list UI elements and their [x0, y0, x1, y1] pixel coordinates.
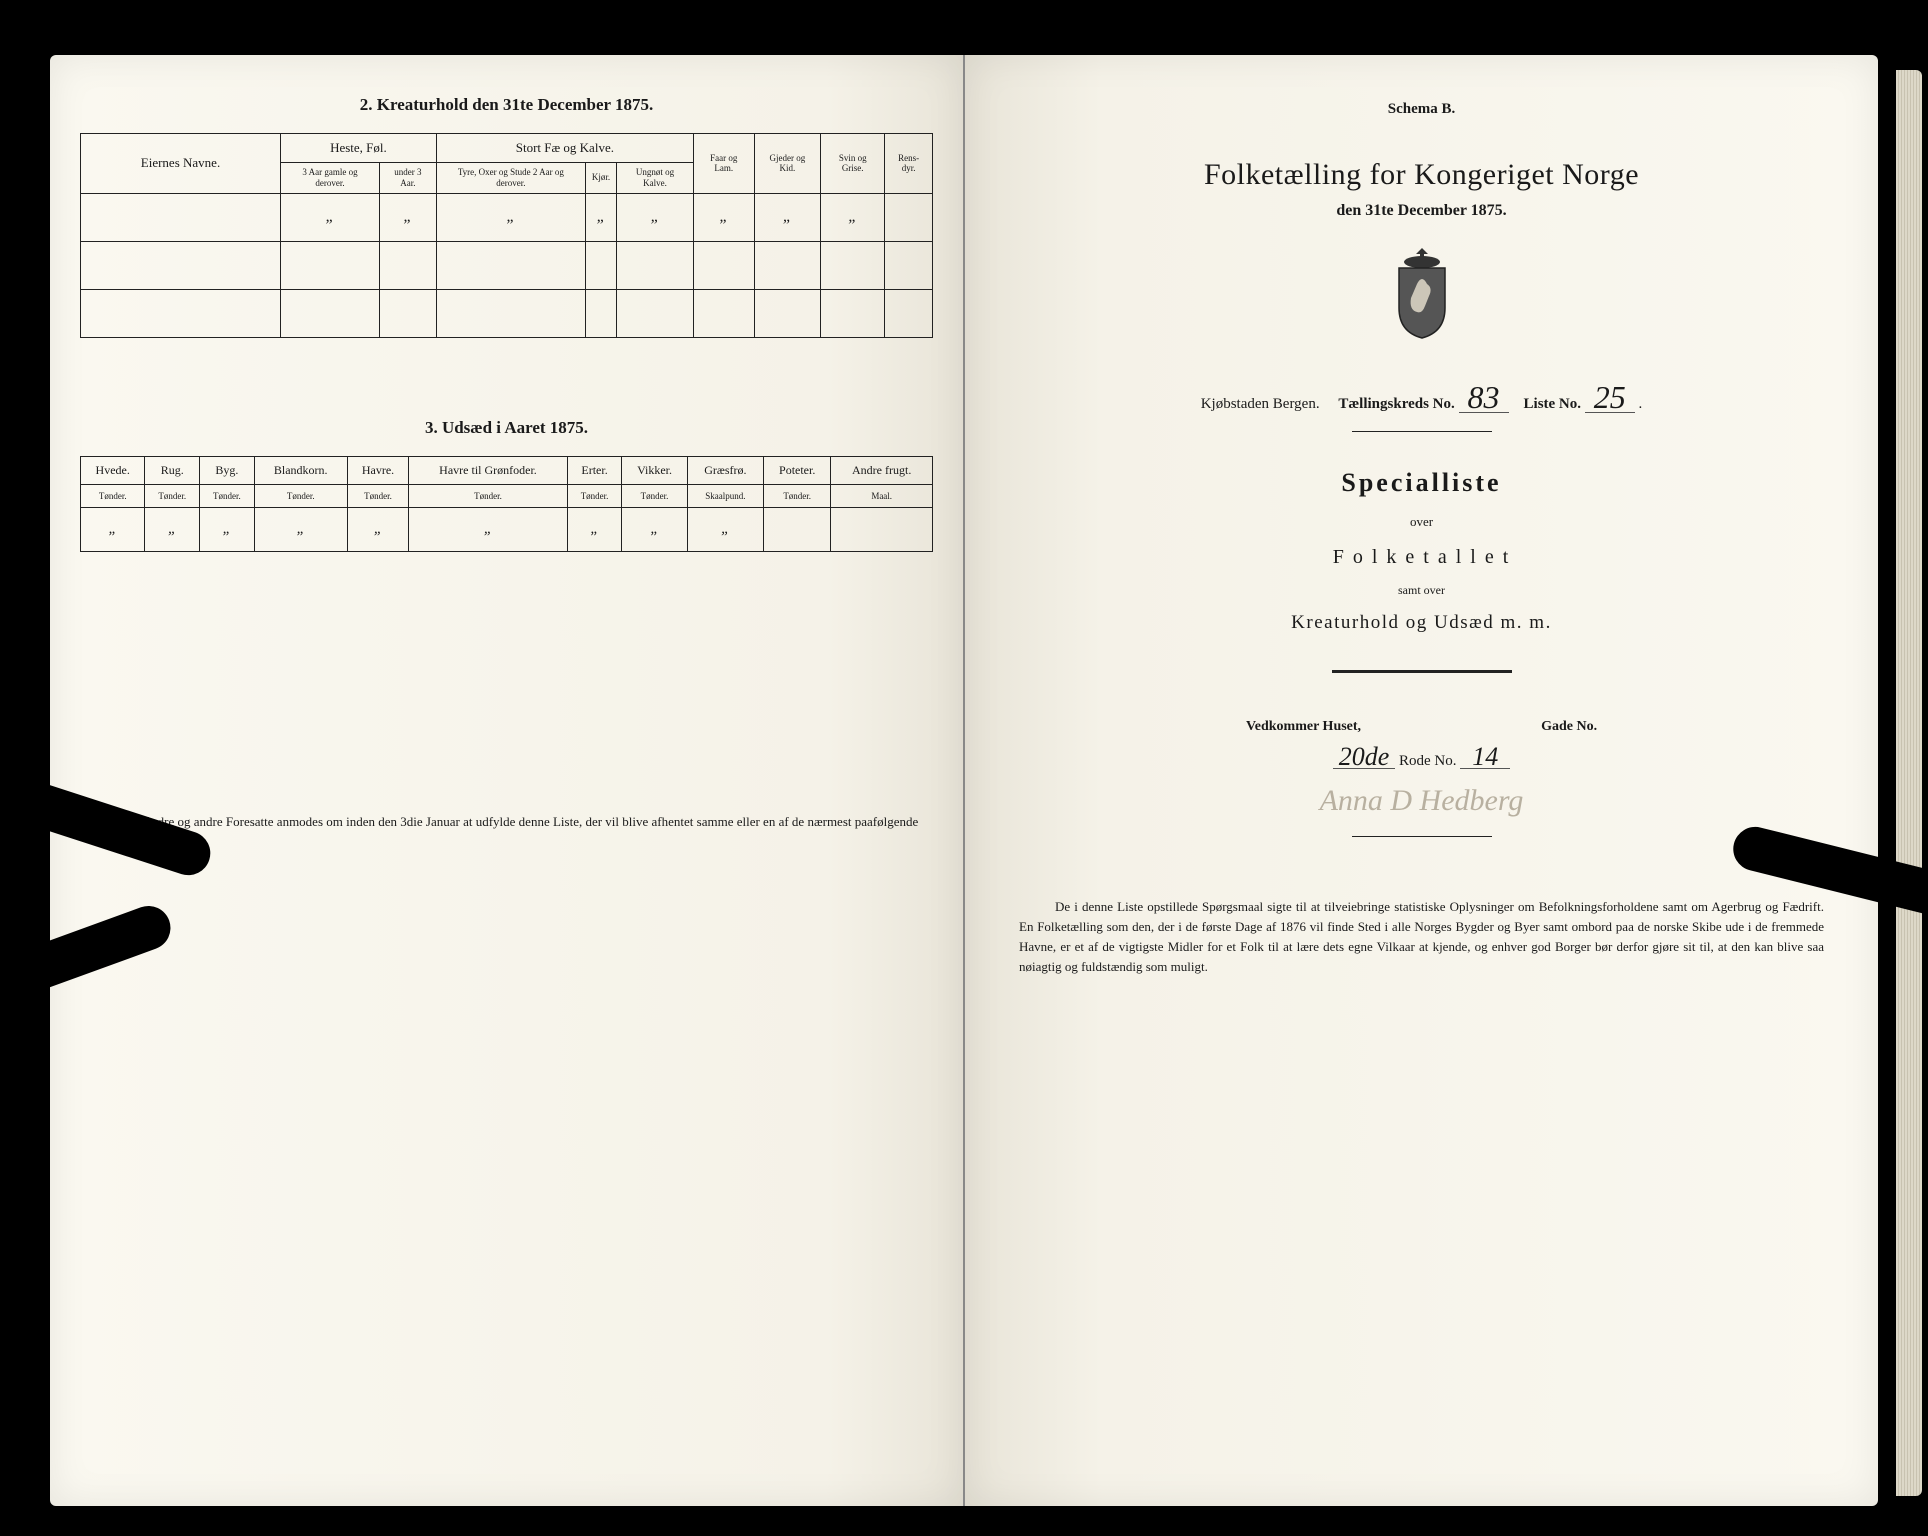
- main-title: Folketælling for Kongeriget Norge: [995, 158, 1848, 192]
- gade-label: Gade No.: [1541, 719, 1597, 735]
- cell-ditto: „: [821, 193, 885, 241]
- cell-ditto: „: [617, 193, 694, 241]
- cell-ditto: „: [436, 193, 585, 241]
- section3-title: 3. Udsæd i Aaret 1875.: [80, 418, 933, 438]
- seed-col-header: Byg.: [200, 456, 255, 484]
- specialliste-heading: Specialliste: [995, 468, 1848, 498]
- seed-col-unit: Tønder.: [254, 484, 347, 507]
- sub-heste-1: under 3 Aar.: [379, 163, 436, 194]
- bottom-text: De i denne Liste opstillede Spørgsmaal s…: [1019, 899, 1824, 974]
- livestock-table: Eiernes Navne. Heste, Føl. Stort Fæ og K…: [80, 133, 933, 338]
- cell-ditto: „: [200, 507, 255, 551]
- coat-of-arms-icon: [995, 246, 1848, 347]
- kreds-label: Tællingskreds No.: [1338, 396, 1454, 412]
- sub-fae-0: Tyre, Oxer og Stude 2 Aar og derover.: [436, 163, 585, 194]
- sub-fae-1: Kjør.: [585, 163, 616, 194]
- rode-prefix: 20de: [1333, 745, 1396, 769]
- seed-col-header: Rug.: [145, 456, 200, 484]
- group-rens: Rens-dyr.: [885, 134, 933, 194]
- section2-title: 2. Kreaturhold den 31te December 1875.: [80, 95, 933, 115]
- seed-col-header: Blandkorn.: [254, 456, 347, 484]
- schema-label: Schema B.: [995, 101, 1848, 118]
- group-heste: Heste, Føl.: [281, 134, 437, 163]
- kreatur-heading: Kreaturhold og Udsæd m. m.: [995, 612, 1848, 634]
- liste-no: 25: [1585, 383, 1635, 413]
- cell-ditto: „: [409, 507, 568, 551]
- rode-row: 20de Rode No. 14: [995, 745, 1848, 770]
- divider: [1352, 431, 1492, 432]
- seed-col-header: Vikker.: [622, 456, 687, 484]
- seed-col-header: Havre til Grønfoder.: [409, 456, 568, 484]
- house-label: Vedkommer Huset,: [1246, 719, 1361, 735]
- town-label: Kjøbstaden Bergen.: [1201, 396, 1320, 412]
- seed-col-unit: Tønder.: [567, 484, 622, 507]
- seed-col-header: Hvede.: [81, 456, 145, 484]
- left-page: 2. Kreaturhold den 31te December 1875. E…: [50, 55, 965, 1506]
- cell-ditto: „: [622, 507, 687, 551]
- liste-label: Liste No.: [1524, 396, 1582, 412]
- seed-col-header: Erter.: [567, 456, 622, 484]
- footnote-text: Husfædre og andre Foresatte anmodes om i…: [124, 812, 923, 851]
- rode-label: Rode No.: [1399, 753, 1457, 769]
- seed-col-unit: Maal.: [831, 484, 933, 507]
- cell-ditto: „: [754, 193, 820, 241]
- seed-col-header: Havre.: [347, 456, 408, 484]
- cell-ditto: „: [379, 193, 436, 241]
- open-book: 2. Kreaturhold den 31te December 1875. E…: [50, 55, 1878, 1506]
- sub-fae-2: Ungnøt og Kalve.: [617, 163, 694, 194]
- seed-col-header: Poteter.: [764, 456, 831, 484]
- divider-thick: [1332, 670, 1512, 673]
- kreds-no: 83: [1459, 383, 1509, 413]
- seed-col-unit: Tønder.: [409, 484, 568, 507]
- seed-col-unit: Tønder.: [145, 484, 200, 507]
- cell-ditto: [764, 507, 831, 551]
- seed-col-unit: Tønder.: [347, 484, 408, 507]
- group-svin: Svin og Grise.: [821, 134, 885, 194]
- over-label: over: [995, 514, 1848, 530]
- sub-heste-0: 3 Aar gamle og derover.: [281, 163, 380, 194]
- cell-ditto: „: [81, 507, 145, 551]
- cell-ditto: „: [254, 507, 347, 551]
- cell-ditto: „: [693, 193, 754, 241]
- location-row: Kjøbstaden Bergen. Tællingskreds No. 83 …: [995, 383, 1848, 413]
- seed-col-unit: Tønder.: [764, 484, 831, 507]
- seed-table: Hvede.Rug.Byg.Blandkorn.Havre.Havre til …: [80, 456, 933, 552]
- cell-ditto: „: [687, 507, 763, 551]
- owner-header: Eiernes Navne.: [81, 134, 281, 194]
- cell-ditto: „: [585, 193, 616, 241]
- rode-no: 14: [1460, 745, 1510, 769]
- table-row: [81, 241, 933, 289]
- seed-col-unit: Tønder.: [622, 484, 687, 507]
- folketallet-heading: F o l k e t a l l e t: [995, 546, 1848, 569]
- cell-ditto: [831, 507, 933, 551]
- divider: [1352, 836, 1492, 837]
- table-row: [81, 289, 933, 337]
- house-row: Vedkommer Huset, Gade No.: [995, 719, 1848, 735]
- samt-label: samt over: [995, 583, 1848, 598]
- group-fae: Stort Fæ og Kalve.: [436, 134, 693, 163]
- seed-col-header: Græsfrø.: [687, 456, 763, 484]
- right-page: Schema B. Folketælling for Kongeriget No…: [965, 55, 1878, 1506]
- seed-col-header: Andre frugt.: [831, 456, 933, 484]
- bottom-paragraph: De i denne Liste opstillede Spørgsmaal s…: [995, 897, 1848, 978]
- seed-col-unit: Skaalpund.: [687, 484, 763, 507]
- seed-col-unit: Tønder.: [200, 484, 255, 507]
- cell-ditto: „: [567, 507, 622, 551]
- group-faar: Faar og Lam.: [693, 134, 754, 194]
- cell-ditto: „: [347, 507, 408, 551]
- sub-title: den 31te December 1875.: [995, 202, 1848, 220]
- page-edge-stack: [1896, 70, 1922, 1496]
- table-row: „ „ „ „ „ „ „ „: [81, 193, 933, 241]
- cell-ditto: „: [281, 193, 380, 241]
- signature: Anna D Hedberg: [995, 784, 1848, 818]
- cell-ditto: „: [145, 507, 200, 551]
- group-gjeder: Gjeder og Kid.: [754, 134, 820, 194]
- seed-col-unit: Tønder.: [81, 484, 145, 507]
